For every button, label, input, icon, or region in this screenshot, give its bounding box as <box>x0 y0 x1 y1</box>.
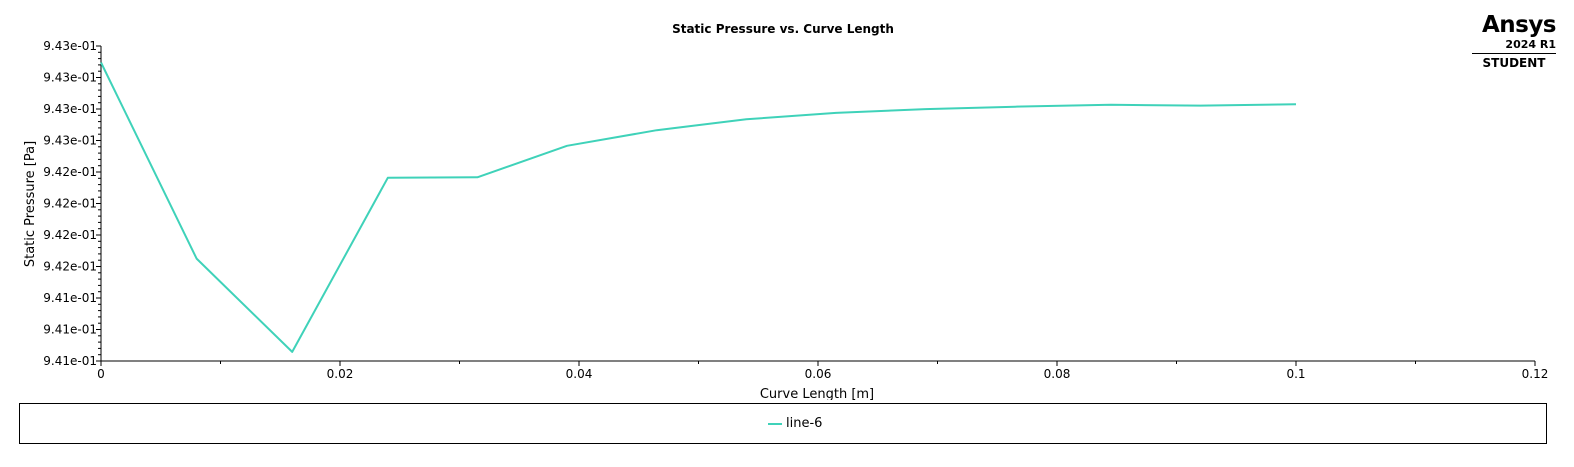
y-tick-label: 9.43e-01 <box>43 102 97 116</box>
y-axis: 9.41e-01 9.41e-01 9.41e-01 9.42e-01 9.42e-01… <box>43 39 102 368</box>
series-line-line-6 <box>100 62 1297 353</box>
logo-divider <box>1472 53 1556 54</box>
logo-edition: STUDENT <box>1482 56 1546 70</box>
y-tick-label: 9.43e-01 <box>43 39 97 53</box>
x-tick-label: 0 <box>97 367 105 381</box>
chart: Static Pressure vs. Curve Length 9.41e-0… <box>23 22 1549 400</box>
x-tick-label: 0.04 <box>566 367 593 381</box>
y-tick-label: 9.41e-01 <box>43 323 97 337</box>
x-axis-title: Curve Length [m] <box>760 387 874 400</box>
x-tick-label: 0.08 <box>1044 367 1071 381</box>
x-tick-label: 0.02 <box>327 367 354 381</box>
legend: line-6 <box>19 403 1547 444</box>
legend-swatch <box>768 422 782 425</box>
y-tick-label: 9.42e-01 <box>43 197 97 211</box>
x-tick-label: 0.12 <box>1522 367 1549 381</box>
y-tick-label: 9.42e-01 <box>43 165 97 179</box>
logo-version: 2024 R1 <box>1505 38 1556 51</box>
y-tick-label: 9.43e-01 <box>43 71 97 85</box>
x-tick-label: 0.1 <box>1286 367 1305 381</box>
y-tick-label: 9.42e-01 <box>43 228 97 242</box>
y-tick-label: 9.42e-01 <box>43 260 97 274</box>
y-tick-label: 9.41e-01 <box>43 354 97 368</box>
series-layer <box>100 62 1297 353</box>
y-tick-label: 9.43e-01 <box>43 134 97 148</box>
logo-brand: Ansys <box>1481 12 1557 38</box>
y-axis-title: Static Pressure [Pa] <box>23 141 38 267</box>
legend-entry: line-6 <box>768 416 822 431</box>
legend-label: line-6 <box>786 416 823 431</box>
y-tick-label: 9.41e-01 <box>43 291 97 305</box>
ansys-logo: Ansys 2024 R1 STUDENT <box>1472 12 1557 70</box>
x-tick-label: 0.06 <box>805 367 832 381</box>
x-axis: 0 0.02 0.04 0.06 0.08 0.1 0.12 <box>97 360 1549 381</box>
chart-title: Static Pressure vs. Curve Length <box>672 22 894 36</box>
